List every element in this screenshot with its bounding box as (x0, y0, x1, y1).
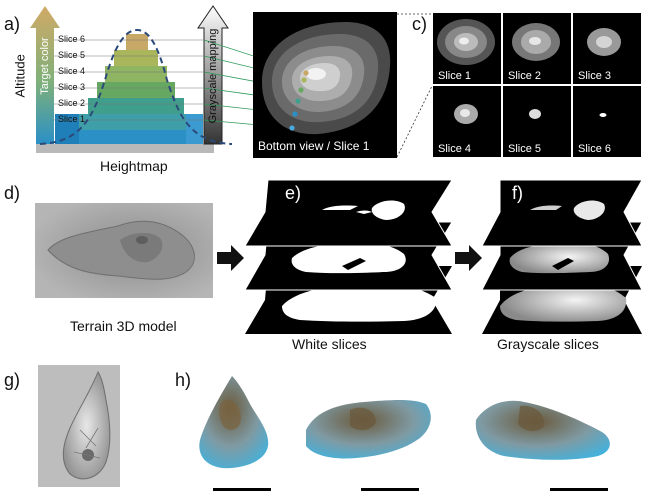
panel-h-label: h) (175, 370, 192, 390)
tile-slice-1-label: Slice 1 (438, 70, 472, 82)
slice-3-dot (295, 98, 301, 104)
slice-4-bar (105, 66, 167, 82)
panel-d-label: d) (4, 183, 21, 203)
panel-e-label: e) (285, 183, 302, 203)
slice-6-dot (303, 70, 309, 76)
slice-2-label: Slice 2 (58, 98, 86, 108)
scale-bar-2 (361, 488, 419, 491)
white-slices-caption: White slices (292, 336, 367, 352)
tile-slice-3-label: Slice 3 (578, 70, 612, 82)
panel-d-terrain-model (35, 203, 213, 298)
slice-2-bar (88, 98, 184, 114)
panel-a-heightmap (30, 5, 233, 153)
altitude-label: Altitude (12, 54, 28, 98)
slice-6-bar (126, 34, 148, 50)
grayscale-mapping-label: Grayscale mapping (207, 28, 219, 124)
slice-5-label: Slice 5 (58, 50, 86, 60)
b-to-c-connectors (396, 13, 433, 158)
panel-f-label: f) (512, 183, 523, 203)
tile-slice-4-label: Slice 4 (438, 143, 472, 155)
panel-b-bottom-view (253, 12, 397, 158)
arrow-e-to-f (455, 245, 482, 271)
slice-4-dot (298, 87, 304, 93)
target-color-label: Target color (39, 37, 51, 95)
slice-3-bar (97, 82, 175, 98)
bottom-view-caption: Bottom view / Slice 1 (258, 139, 370, 153)
height-profile-curve (39, 28, 233, 145)
scale-bar-3 (550, 488, 608, 491)
slice-2-dot (292, 111, 298, 117)
panel-f-grayscale-slices (481, 179, 643, 334)
panel-g-printed-model (38, 365, 120, 487)
panel-g-label: g) (4, 370, 21, 390)
slice-5-dot (301, 77, 307, 83)
slice-1-dot (289, 125, 295, 131)
panel-e-white-slices (244, 179, 453, 334)
scale-bar-1 (213, 488, 271, 491)
panel-h-printed-models (199, 376, 610, 491)
slice-1-label: Slice 1 (58, 114, 86, 124)
ground-strip (36, 144, 214, 153)
grayscale-slices-caption: Grayscale slices (497, 336, 599, 352)
panel-c-label: c) (412, 14, 427, 34)
slice-5-bar (114, 50, 158, 66)
slice-6-label: Slice 6 (58, 34, 86, 44)
terrain-3d-model-caption: Terrain 3D model (70, 318, 177, 334)
tile-slice-2-label: Slice 2 (508, 70, 542, 82)
panel-c-slice-grid (432, 12, 642, 158)
slice-3-label: Slice 3 (58, 82, 86, 92)
slice-4-label: Slice 4 (58, 66, 86, 76)
target-color-arrow (30, 6, 60, 144)
tile-slice-5-label: Slice 5 (508, 143, 542, 155)
printed-model-2 (306, 400, 431, 459)
panel-a-label: a) (4, 14, 21, 34)
arrow-d-to-e (217, 245, 244, 271)
printed-model-3 (475, 400, 610, 460)
tile-slice-6-label: Slice 6 (578, 143, 612, 155)
heightmap-caption: Heightmap (100, 158, 168, 174)
